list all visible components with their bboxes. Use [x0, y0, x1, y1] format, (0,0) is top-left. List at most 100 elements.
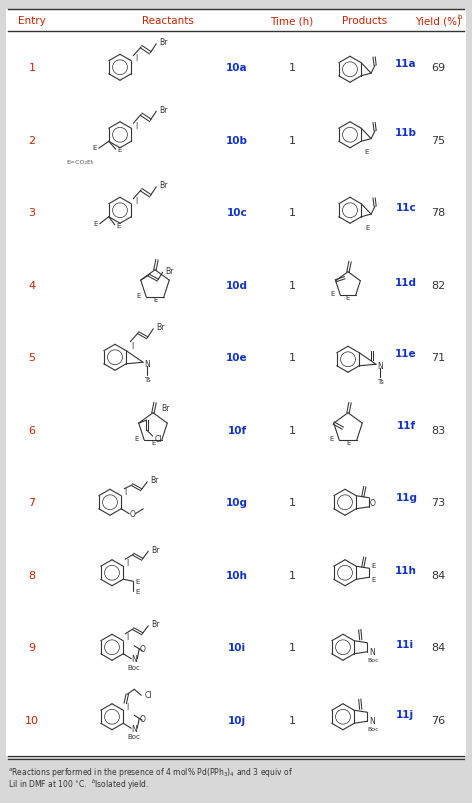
Text: Br: Br: [151, 619, 160, 629]
Text: 84: 84: [431, 570, 445, 580]
Text: 10d: 10d: [226, 280, 248, 291]
Text: Ts: Ts: [377, 379, 383, 385]
Text: E: E: [135, 578, 139, 585]
Text: E: E: [329, 435, 333, 442]
Text: 10j: 10j: [228, 715, 246, 725]
Text: 1: 1: [288, 353, 295, 363]
Text: Cl: Cl: [144, 690, 152, 699]
Text: 83: 83: [431, 426, 445, 435]
Text: 1: 1: [288, 426, 295, 435]
Text: N: N: [377, 361, 383, 370]
Text: E: E: [93, 221, 98, 226]
Text: 11h: 11h: [395, 565, 417, 575]
Text: E: E: [118, 147, 122, 153]
Text: Boc: Boc: [367, 657, 379, 662]
Text: E: E: [365, 225, 369, 230]
Text: E: E: [136, 292, 140, 299]
Text: E: E: [346, 439, 351, 446]
Text: 3: 3: [28, 208, 35, 218]
Text: E: E: [135, 589, 139, 594]
Text: 7: 7: [28, 498, 35, 507]
Text: E: E: [364, 149, 368, 154]
Text: O: O: [139, 645, 145, 654]
Text: 6: 6: [28, 426, 35, 435]
Text: 69: 69: [431, 63, 445, 73]
Text: I: I: [126, 633, 128, 642]
Text: E: E: [371, 563, 375, 569]
Text: 1: 1: [288, 136, 295, 145]
Text: 1: 1: [28, 63, 35, 73]
Text: 84: 84: [431, 642, 445, 652]
Text: 10c: 10c: [227, 208, 247, 218]
Text: LiI in DMF at 100 $^{\circ}$C.  $^{b}$Isolated yield.: LiI in DMF at 100 $^{\circ}$C. $^{b}$Iso…: [8, 777, 149, 791]
Text: E=CO₂Et: E=CO₂Et: [66, 160, 93, 165]
Text: 11g: 11g: [396, 492, 418, 503]
Text: N: N: [370, 647, 375, 656]
Text: 76: 76: [431, 715, 445, 725]
Text: 75: 75: [431, 136, 445, 145]
Text: 8: 8: [28, 570, 35, 580]
Text: 10f: 10f: [228, 426, 246, 435]
Text: 10: 10: [25, 715, 39, 725]
Text: E: E: [330, 291, 335, 297]
Text: 11a: 11a: [395, 59, 417, 69]
Text: E: E: [371, 577, 375, 582]
Text: I: I: [126, 558, 128, 567]
Text: 1: 1: [288, 498, 295, 507]
Text: E: E: [134, 435, 138, 442]
Text: 11e: 11e: [395, 349, 417, 359]
Text: 1: 1: [288, 715, 295, 725]
Text: 4: 4: [28, 280, 35, 291]
Text: I: I: [124, 487, 126, 496]
Text: E: E: [346, 295, 350, 301]
Text: 73: 73: [431, 498, 445, 507]
Text: 10g: 10g: [226, 498, 248, 507]
Text: O: O: [139, 714, 145, 723]
Text: Products: Products: [342, 16, 388, 26]
Text: I: I: [126, 702, 128, 711]
Text: 1: 1: [288, 208, 295, 218]
Text: 11i: 11i: [396, 639, 414, 650]
Text: 78: 78: [431, 208, 445, 218]
Text: 1: 1: [288, 63, 295, 73]
Text: N: N: [131, 654, 137, 663]
Text: E: E: [117, 222, 121, 229]
Text: E: E: [153, 296, 158, 303]
Text: 11d: 11d: [395, 277, 417, 287]
Text: Br: Br: [166, 267, 174, 275]
Text: 10e: 10e: [226, 353, 248, 363]
Text: 1: 1: [288, 642, 295, 652]
Text: O: O: [129, 510, 135, 519]
Text: Ts: Ts: [143, 377, 151, 383]
Text: 10b: 10b: [226, 136, 248, 145]
Text: 82: 82: [431, 280, 445, 291]
Text: Yield (%): Yield (%): [415, 16, 461, 26]
Text: I: I: [135, 121, 137, 131]
Text: Cl: Cl: [155, 434, 162, 443]
Text: Br: Br: [159, 39, 168, 47]
Text: Boc: Boc: [128, 664, 141, 670]
Text: N: N: [370, 716, 375, 725]
Text: Boc: Boc: [367, 727, 379, 732]
Text: E: E: [93, 145, 97, 151]
Text: 11f: 11f: [396, 420, 415, 430]
Text: 11b: 11b: [395, 128, 417, 137]
Text: Br: Br: [156, 323, 165, 332]
Text: Time (h): Time (h): [270, 16, 313, 26]
Text: 10i: 10i: [228, 642, 246, 652]
Text: 1: 1: [288, 280, 295, 291]
Text: N: N: [131, 724, 137, 733]
Text: Br: Br: [159, 181, 168, 190]
Text: Br: Br: [150, 475, 159, 485]
Text: Br: Br: [161, 404, 169, 413]
Text: 10a: 10a: [226, 63, 248, 73]
Text: 1: 1: [288, 570, 295, 580]
Text: Br: Br: [151, 545, 160, 554]
Text: 9: 9: [28, 642, 35, 652]
Text: I: I: [131, 342, 134, 351]
Text: 5: 5: [28, 353, 35, 363]
Text: 71: 71: [431, 353, 445, 363]
Text: b: b: [458, 14, 462, 20]
Text: Reactants: Reactants: [142, 16, 194, 26]
Text: 11c: 11c: [396, 203, 416, 213]
